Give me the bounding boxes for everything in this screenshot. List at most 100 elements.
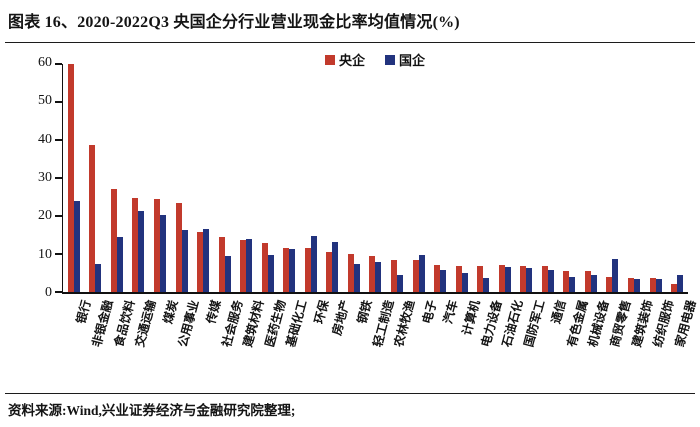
bar-group-非银金融	[85, 64, 107, 292]
bar-group-基础化工	[278, 64, 300, 292]
bar-央企-汽车	[434, 265, 441, 292]
bar-央企-电力设备	[477, 265, 484, 292]
legend-label-state: 国企	[399, 53, 426, 68]
legend-item-central: 央企	[324, 50, 365, 69]
bar-央企-纺织服饰	[649, 277, 656, 292]
bar-group-环保	[300, 64, 322, 292]
bar-group-钢铁	[343, 64, 365, 292]
source-note: 资料来源:Wind,兴业证券经济与金融研究院整理;	[8, 403, 296, 418]
bar-央企-社会服务	[218, 236, 225, 292]
bar-国企-家用电器	[677, 275, 684, 292]
bar-国企-计算机	[461, 272, 468, 292]
bar-央企-交通运输	[132, 198, 139, 292]
bar-央企-煤炭	[153, 199, 160, 292]
legend-swatch-central	[324, 54, 335, 65]
bar-国企-基础化工	[289, 249, 296, 292]
x-axis-label-电子: 电子	[419, 298, 440, 326]
bar-group-传媒	[192, 64, 214, 292]
bar-group-房地产	[322, 64, 344, 292]
bar-国企-环保	[310, 236, 317, 292]
legend-swatch-state	[385, 54, 395, 65]
bar-国企-房地产	[332, 241, 339, 292]
bar-央企-建筑材料	[240, 239, 247, 292]
y-axis-tick-label: 40	[38, 131, 52, 147]
bar-国企-交通运输	[138, 210, 145, 292]
bar-央企-环保	[304, 247, 311, 292]
y-axis-tick-label: 50	[38, 93, 52, 109]
y-axis-tick	[55, 253, 62, 255]
bar-国企-非银金融	[95, 263, 102, 292]
bar-央企-基础化工	[283, 247, 290, 292]
bar-国企-传媒	[203, 228, 210, 292]
bar-国企-钢铁	[353, 264, 360, 292]
bar-国企-商贸零售	[612, 258, 619, 292]
bar-group-社会服务	[214, 64, 236, 292]
x-axis-label-环保: 环保	[311, 298, 332, 326]
y-axis-tick	[55, 138, 62, 141]
bar-央企-建筑装饰	[627, 278, 634, 292]
y-axis-tick	[55, 291, 62, 293]
chart-legend: 央企 国企	[62, 50, 688, 69]
y-axis-tick-label: 10	[38, 246, 52, 262]
bar-group-汽车	[429, 64, 451, 292]
bar-group-纺织服饰	[645, 64, 667, 292]
x-axis-label-汽车: 汽车	[441, 298, 461, 326]
bar-group-建筑装饰	[623, 64, 645, 292]
y-axis-tick	[55, 100, 62, 103]
bar-group-机械设备	[580, 64, 602, 292]
bar-央企-食品饮料	[110, 189, 117, 292]
bar-group-建筑材料	[235, 64, 257, 292]
bar-国企-纺织服饰	[655, 278, 662, 292]
plot-area	[55, 63, 688, 294]
bar-央企-家用电器	[671, 284, 678, 292]
bar-国企-机械设备	[590, 274, 597, 292]
bar-央企-商贸零售	[606, 276, 613, 292]
bar-group-电力设备	[472, 64, 494, 292]
bar-group-国防军工	[515, 64, 537, 292]
bar-group-计算机	[451, 64, 473, 292]
bar-国企-轻工制造	[375, 261, 382, 292]
bar-国企-建筑材料	[246, 238, 253, 292]
top-divider	[5, 42, 695, 43]
y-axis-tick	[55, 177, 62, 179]
bar-国企-农林牧渔	[396, 274, 403, 292]
bar-国企-公用事业	[181, 230, 188, 292]
bar-group-交通运输	[128, 64, 150, 292]
bar-央企-银行	[67, 64, 74, 292]
bar-央企-有色金属	[563, 271, 570, 292]
bar-group-公用事业	[171, 64, 193, 292]
bar-国企-电力设备	[483, 277, 490, 292]
bar-央企-非银金融	[89, 144, 96, 292]
bar-央企-钢铁	[347, 254, 354, 292]
bar-央企-通信	[541, 266, 548, 292]
bar-series-container	[63, 64, 688, 292]
bar-国企-食品饮料	[116, 236, 123, 292]
bar-国企-社会服务	[224, 255, 231, 292]
bar-国企-煤炭	[159, 214, 166, 292]
bar-group-有色金属	[559, 64, 581, 292]
x-axis-label-通信: 通信	[549, 298, 569, 326]
bar-group-石油石化	[494, 64, 516, 292]
bar-央企-医药生物	[261, 243, 268, 292]
bar-国企-有色金属	[569, 276, 576, 292]
y-axis-tick	[55, 63, 62, 65]
bar-国企-医药生物	[267, 254, 274, 292]
figure-title: 图表 16、2020-2022Q3 央国企分行业营业现金比率均值情况(%)	[8, 14, 460, 31]
y-axis-tick-label: 60	[38, 55, 52, 70]
bar-央企-房地产	[326, 251, 333, 292]
x-axis-label-煤炭: 煤炭	[160, 298, 181, 326]
bar-央企-石油石化	[498, 264, 505, 292]
bar-央企-农林牧渔	[390, 260, 397, 292]
bar-央企-机械设备	[584, 271, 591, 292]
x-axis-label-传媒: 传媒	[203, 298, 224, 326]
bar-国企-汽车	[440, 269, 447, 292]
bar-group-煤炭	[149, 64, 171, 292]
bar-央企-传媒	[197, 231, 204, 292]
bar-央企-电子	[412, 260, 419, 292]
x-axis-label-钢铁: 钢铁	[354, 298, 375, 326]
y-axis-tick-label: 0	[45, 285, 52, 300]
bar-国企-通信	[547, 270, 554, 292]
y-axis-tick-label: 20	[38, 208, 52, 224]
bar-group-银行	[63, 64, 85, 292]
